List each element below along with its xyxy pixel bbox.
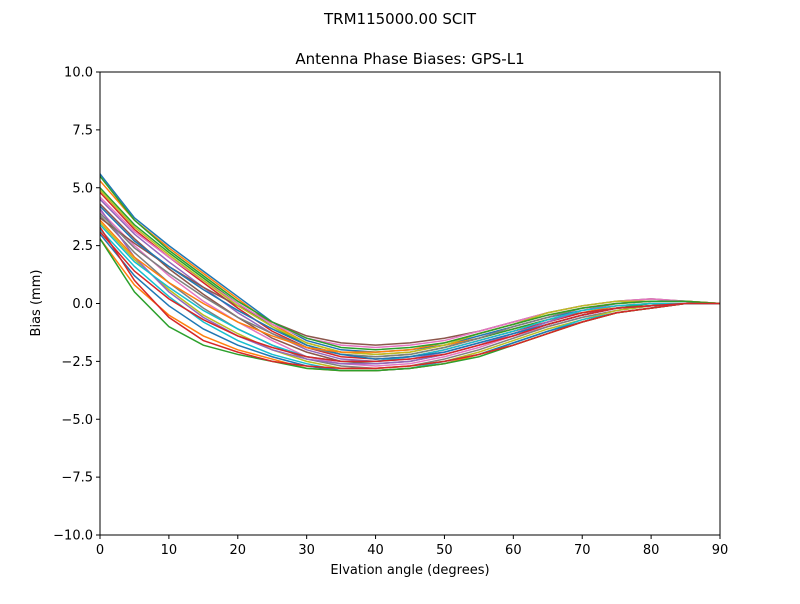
x-tick-label: 90 [712, 543, 729, 558]
series-line [99, 189, 721, 356]
x-tick-label: 50 [436, 543, 453, 558]
series-line [99, 205, 720, 360]
x-tick-label: 10 [161, 543, 178, 558]
y-tick-label: 0.0 [72, 297, 93, 312]
figure-suptitle: TRM115000.00 SCIT [323, 10, 477, 28]
y-axis-label: Bias (mm) [29, 270, 44, 337]
x-tick-label: 0 [96, 543, 104, 558]
series-line [99, 175, 721, 351]
x-tick-label: 40 [367, 543, 384, 558]
x-tick-label: 60 [505, 543, 522, 558]
y-tick-label: −7.5 [61, 471, 93, 486]
x-axis-label: Elvation angle (degrees) [330, 563, 489, 578]
series-line [99, 212, 721, 358]
y-tick-label: −10.0 [53, 529, 93, 544]
chart-title: Antenna Phase Biases: GPS-L1 [295, 50, 524, 68]
series-line [99, 226, 720, 370]
y-tick-label: 5.0 [72, 181, 93, 196]
x-tick-label: 70 [574, 543, 591, 558]
y-tick-label: 2.5 [72, 239, 93, 254]
series-line [99, 231, 720, 363]
y-tick-label: −5.0 [61, 413, 93, 428]
x-tick-label: 20 [230, 543, 247, 558]
tick-layer: 0 10 20 30 40 50 60 70 80 90 −10.0 −7.5 −5.0 −2.5 0.0 2… [53, 66, 728, 559]
plot-frame [99, 71, 721, 536]
series-line [99, 221, 720, 370]
series-line [99, 217, 721, 346]
series-line [99, 173, 720, 353]
x-tick-label: 80 [643, 543, 660, 558]
y-tick-label: −2.5 [61, 355, 93, 370]
y-tick-label: 10.0 [64, 66, 93, 81]
series-layer [99, 173, 721, 372]
y-tick-label: 7.5 [72, 123, 93, 138]
x-tick-label: 30 [298, 543, 315, 558]
